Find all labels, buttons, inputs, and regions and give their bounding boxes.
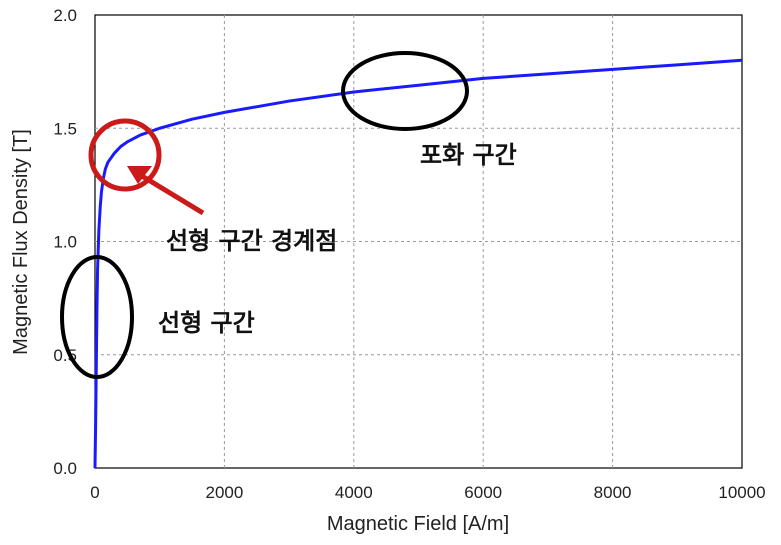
y-axis-label: Magnetic Flux Density [T]	[10, 129, 32, 355]
linear-ellipse	[60, 255, 134, 379]
x-tick-label: 0	[90, 483, 99, 502]
y-tick-label: 2.0	[53, 6, 77, 25]
y-tick-label: 0.0	[53, 459, 77, 478]
x-tick-label: 6000	[464, 483, 502, 502]
plot-area	[94, 14, 743, 469]
y-tick-labels: 0.00.51.01.52.0	[53, 6, 77, 478]
y-tick-label: 1.0	[53, 233, 77, 252]
saturation-label: 포화 구간	[420, 141, 517, 169]
x-tick-label: 8000	[594, 483, 632, 502]
knee-circle	[88, 118, 162, 192]
x-axis-label: Magnetic Field [A/m]	[327, 513, 509, 535]
knee-label: 선형 구간 경계점	[166, 227, 337, 255]
x-tick-label: 10000	[718, 483, 765, 502]
x-tick-labels: 0 2000 4000 6000 8000 10000	[90, 483, 765, 502]
linear-label: 선형 구간	[158, 309, 255, 337]
y-tick-label: 1.5	[53, 119, 77, 138]
saturation-ellipse	[341, 51, 469, 131]
knee-arrow-head	[127, 166, 152, 184]
x-tick-label: 2000	[205, 483, 243, 502]
knee-arrow-shaft	[140, 173, 205, 216]
x-tick-label: 4000	[335, 483, 373, 502]
